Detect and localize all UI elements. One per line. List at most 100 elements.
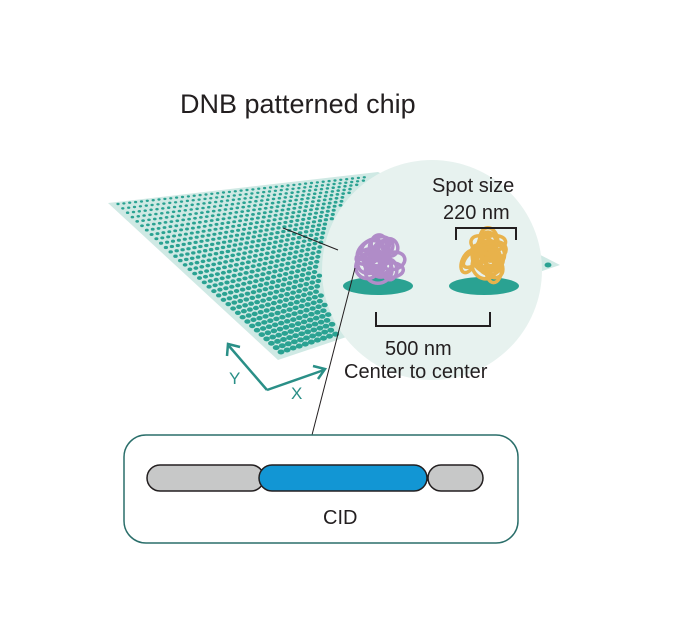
chip-spot [236, 277, 242, 282]
spot-right [449, 277, 519, 295]
chip-spot [184, 204, 189, 207]
chip-spot [281, 204, 286, 208]
chip-spot [189, 208, 193, 211]
chip-spot [311, 200, 315, 203]
chip-spot [274, 259, 280, 263]
chip-spot [187, 217, 191, 221]
chip-spot [262, 211, 267, 215]
chip-spot [229, 284, 235, 289]
chip-spot [211, 262, 217, 267]
chip-spot [179, 228, 184, 232]
chip-spot [251, 235, 257, 239]
chip-spot [237, 247, 243, 251]
chip-spot [169, 220, 174, 223]
chip-spot [159, 241, 164, 245]
chip-spot [305, 296, 312, 302]
chip-spot [240, 210, 245, 213]
chip-spot [224, 230, 229, 234]
chip-spot [289, 219, 294, 223]
chip-spot [258, 252, 264, 257]
chip-spot [296, 190, 300, 194]
chip-spot [291, 260, 297, 265]
chip-spot [286, 233, 291, 237]
chip-spot [254, 273, 260, 278]
chip-spot [275, 304, 282, 310]
chip-spot [265, 223, 270, 227]
chip-spot [198, 270, 204, 275]
chip-spot [172, 234, 177, 238]
chip-spot [151, 222, 156, 226]
chip-spot [336, 189, 340, 192]
chip-spot [331, 186, 335, 189]
chip-spot [172, 205, 177, 209]
chip-spot [163, 197, 167, 201]
dnb-loop [459, 248, 478, 275]
chip-spot [320, 206, 325, 210]
chip-spot [316, 199, 321, 203]
chip-spot [154, 237, 159, 241]
axis-arrows [225, 342, 328, 392]
chip-spot [180, 195, 185, 199]
chip-spot [290, 191, 294, 194]
y-arrow-head [225, 342, 241, 357]
chip-spot [199, 216, 203, 219]
chip-spot [320, 335, 327, 341]
chip-spot [161, 207, 165, 210]
chip-spot [144, 204, 148, 207]
chip-spot [176, 214, 181, 218]
chip-spot [257, 283, 264, 288]
chip-spot [311, 196, 316, 199]
chip-spot [251, 284, 258, 289]
chip-spot [259, 326, 267, 331]
chip-spot [288, 224, 293, 228]
chip-spot [161, 231, 166, 235]
chip-spot [316, 250, 322, 254]
chip-spot [285, 313, 292, 318]
chip-spot [242, 276, 248, 281]
dnb-left [353, 233, 407, 286]
chip-spot [253, 327, 261, 333]
chip-spot [315, 304, 322, 310]
chip-spot [303, 186, 307, 189]
chip-spot [169, 197, 173, 200]
chip-spot [292, 333, 299, 339]
chip-spot [347, 191, 351, 195]
chip-spot [195, 255, 201, 259]
chip-spot [277, 196, 282, 200]
chip-spot [323, 317, 331, 323]
chip-spot [208, 223, 213, 227]
chip-spot [306, 197, 310, 200]
chip-spot [298, 253, 304, 258]
chip-spot [141, 219, 145, 222]
chip-spot [241, 205, 246, 209]
chip-spot [194, 260, 200, 265]
chip-spot [212, 232, 217, 236]
chip-spot [313, 337, 321, 343]
chip-spot [305, 247, 311, 252]
chip-spot [218, 231, 223, 235]
chip-spot [180, 248, 185, 252]
chip-spot [304, 329, 312, 335]
chip-spot [267, 190, 272, 193]
chip-spot [247, 204, 251, 208]
chip-spot [268, 236, 273, 241]
chip-spot [343, 184, 347, 188]
chip-spot [316, 273, 323, 278]
chip-spot [191, 198, 195, 202]
chip-spot [270, 328, 278, 334]
chip-spot [269, 232, 274, 236]
chip-spot [248, 222, 253, 226]
chip-spot [216, 213, 221, 217]
chip-spot [230, 229, 235, 233]
chip-spot [207, 279, 213, 283]
chip-spot [268, 260, 274, 265]
chip-spot [295, 343, 303, 349]
chip-spot [304, 276, 311, 281]
chip-spot [226, 221, 231, 225]
chip-spot [322, 222, 328, 226]
chip-spot [188, 236, 193, 240]
chip-spot [168, 250, 173, 254]
chip-spot [318, 214, 323, 218]
chip-spot [283, 196, 288, 199]
chip-spot [291, 187, 295, 191]
